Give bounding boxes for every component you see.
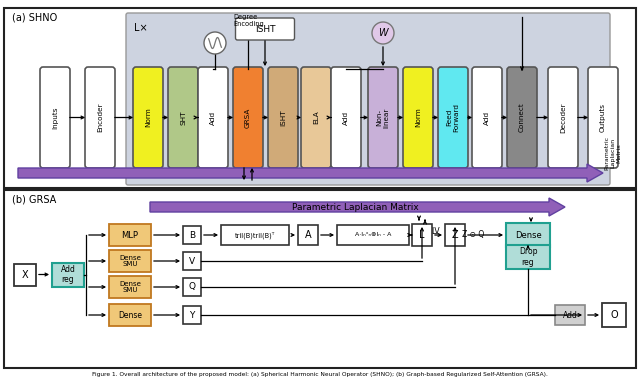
Text: Non-
linear: Non- linear (376, 107, 390, 128)
Text: Dense
SMU: Dense SMU (119, 254, 141, 267)
Text: GRSA: GRSA (245, 107, 251, 128)
FancyBboxPatch shape (588, 67, 618, 168)
Text: Add: Add (563, 311, 577, 319)
Text: B: B (189, 231, 195, 239)
Text: Connect: Connect (519, 103, 525, 133)
Text: Add: Add (210, 110, 216, 124)
Text: Drop
reg: Drop reg (519, 247, 537, 267)
Bar (506, 245, 550, 269)
FancyArrow shape (18, 164, 603, 182)
Text: Z ⊙ Q: Z ⊙ Q (462, 231, 484, 239)
Text: A·Iₙˣₙ⊗Iₙ - A: A·Iₙˣₙ⊗Iₙ - A (355, 232, 391, 237)
Bar (221, 225, 289, 245)
Text: Y: Y (189, 311, 195, 319)
FancyBboxPatch shape (301, 67, 331, 168)
Text: Figure 1. Overall architecture of the proposed model: (a) Spherical Harmonic Neu: Figure 1. Overall architecture of the pr… (92, 372, 548, 377)
Text: LV: LV (432, 228, 440, 236)
FancyBboxPatch shape (331, 67, 361, 168)
Text: Dense: Dense (118, 311, 142, 319)
Text: Add: Add (484, 110, 490, 124)
Bar (4, 8, 636, 188)
Bar (555, 305, 585, 325)
Text: Degree
Encoding: Degree Encoding (233, 14, 264, 27)
Text: Norm: Norm (415, 108, 421, 128)
Text: A: A (305, 230, 311, 240)
FancyBboxPatch shape (472, 67, 502, 168)
Text: ISHT: ISHT (255, 25, 275, 33)
Text: Add: Add (343, 110, 349, 124)
Text: Z: Z (452, 230, 458, 240)
Bar (183, 226, 201, 244)
Ellipse shape (372, 22, 394, 44)
Bar (183, 306, 201, 324)
Text: Decoder: Decoder (560, 102, 566, 133)
Text: Dense
SMU: Dense SMU (119, 280, 141, 293)
Text: O: O (610, 310, 618, 320)
Bar (109, 250, 151, 272)
Text: Feed
Forward: Feed Forward (447, 103, 460, 132)
Text: Encoder: Encoder (97, 103, 103, 132)
FancyBboxPatch shape (548, 67, 578, 168)
Text: (b) GRSA: (b) GRSA (12, 195, 56, 205)
Text: SHT: SHT (180, 110, 186, 125)
Bar (109, 304, 151, 326)
FancyBboxPatch shape (507, 67, 537, 168)
Bar (109, 276, 151, 298)
Bar (52, 262, 84, 286)
Bar (14, 264, 36, 285)
Bar (412, 224, 432, 246)
Text: tril(B)tril(B)ᵀ: tril(B)tril(B)ᵀ (235, 231, 275, 239)
FancyBboxPatch shape (126, 13, 610, 185)
Text: L: L (419, 230, 425, 240)
Text: X: X (22, 270, 28, 280)
Bar (183, 278, 201, 296)
FancyBboxPatch shape (268, 67, 298, 168)
FancyBboxPatch shape (403, 67, 433, 168)
Text: Q: Q (189, 283, 195, 291)
FancyBboxPatch shape (198, 67, 228, 168)
Text: Outputs: Outputs (600, 103, 606, 132)
Bar (506, 223, 550, 247)
FancyArrow shape (150, 198, 565, 216)
Text: V: V (189, 257, 195, 265)
Text: ISHT: ISHT (280, 109, 286, 126)
Bar (298, 225, 318, 245)
FancyBboxPatch shape (368, 67, 398, 168)
FancyBboxPatch shape (168, 67, 198, 168)
Bar (109, 224, 151, 246)
Ellipse shape (204, 32, 226, 54)
Text: Parametric
Laplacian
Matrix: Parametric Laplacian Matrix (605, 136, 621, 170)
Text: MLP: MLP (122, 231, 138, 239)
Bar (183, 252, 201, 270)
Text: Parametric Laplacian Matrix: Parametric Laplacian Matrix (292, 203, 419, 211)
Bar (337, 225, 409, 245)
Bar (4, 190, 636, 368)
Bar (602, 303, 626, 327)
FancyBboxPatch shape (40, 67, 70, 168)
Text: (a) SHNO: (a) SHNO (12, 13, 57, 23)
FancyBboxPatch shape (85, 67, 115, 168)
FancyBboxPatch shape (236, 18, 294, 40)
Text: Inputs: Inputs (52, 106, 58, 129)
Text: ELA: ELA (313, 111, 319, 124)
FancyBboxPatch shape (233, 67, 263, 168)
Text: Dense: Dense (515, 231, 541, 239)
Text: L×: L× (134, 23, 148, 33)
Text: Add
reg: Add reg (61, 265, 76, 284)
Text: Norm: Norm (145, 108, 151, 128)
Text: W: W (378, 28, 388, 38)
Bar (445, 224, 465, 246)
FancyBboxPatch shape (133, 67, 163, 168)
FancyBboxPatch shape (438, 67, 468, 168)
